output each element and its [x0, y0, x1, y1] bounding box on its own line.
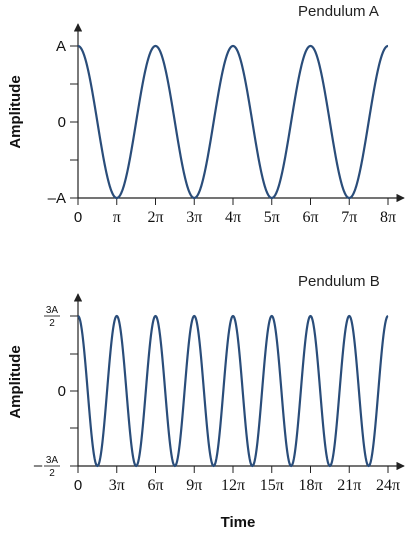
chart-pendulum-a: Pendulum A Amplitude –A 0 A 0 π 2π 3π 4π 5π 6π 7π… — [7, 3, 405, 226]
y-tick-denominator: 2 — [49, 468, 55, 479]
x-tick-label: 18π — [298, 477, 322, 494]
y-tick-sign: – — [34, 457, 43, 474]
x-tick-label: 4π — [225, 209, 241, 226]
y-tick-label: 0 — [58, 383, 66, 400]
chart-b-ylabel: Amplitude — [7, 345, 24, 418]
x-tick-label: 24π — [376, 477, 400, 494]
chart-a-series-line — [77, 44, 389, 200]
y-tick-label: A — [56, 38, 66, 55]
x-tick-label: 0 — [74, 477, 82, 494]
x-tick-label: 12π — [221, 477, 245, 494]
x-tick-label: 21π — [337, 477, 361, 494]
chart-b-title: Pendulum B — [298, 273, 380, 290]
chart-b-x-ticks: 0 3π 6π 9π 12π 15π 18π 21π 24π — [74, 466, 400, 494]
chart-a-x-ticks: 0 π 2π 3π 4π 5π 6π 7π 8π — [74, 198, 396, 226]
x-tick-label: π — [113, 209, 121, 226]
chart-b-series-line — [77, 314, 389, 468]
y-tick-label: –A — [48, 190, 66, 207]
y-tick-label: 0 — [58, 114, 66, 131]
x-tick-label: 6π — [302, 209, 318, 226]
x-tick-label: 6π — [147, 477, 163, 494]
x-tick-label: 9π — [186, 477, 202, 494]
chart-a-y-ticks: –A 0 A — [48, 38, 78, 207]
y-tick-denominator: 2 — [49, 318, 55, 329]
x-tick-label: 7π — [341, 209, 357, 226]
x-tick-label: 0 — [74, 209, 82, 226]
x-tick-label: 15π — [260, 477, 284, 494]
x-tick-label: 2π — [147, 209, 163, 226]
x-tick-label: 5π — [264, 209, 280, 226]
chart-a-title: Pendulum A — [298, 3, 379, 20]
x-tick-label: 3π — [109, 477, 125, 494]
x-tick-label: 8π — [380, 209, 396, 226]
chart-a-ylabel: Amplitude — [7, 75, 24, 148]
chart-b-xlabel: Time — [221, 514, 256, 531]
x-tick-label: 3π — [186, 209, 202, 226]
y-tick-numerator: 3A — [46, 305, 59, 316]
y-tick-numerator: 3A — [46, 455, 59, 466]
